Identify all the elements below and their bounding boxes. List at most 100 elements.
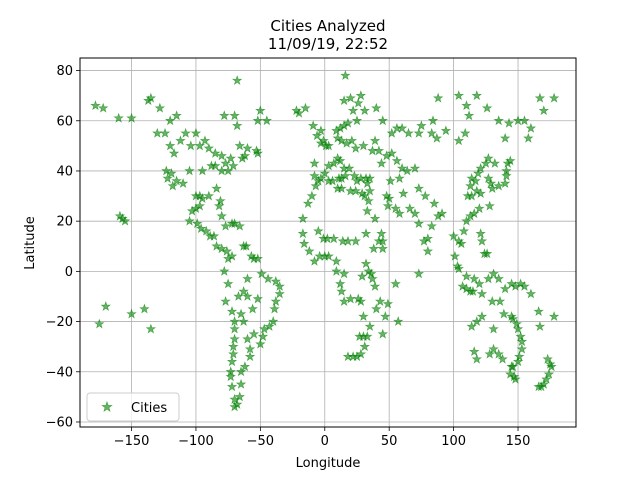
city-point — [228, 341, 239, 352]
city-point — [461, 270, 472, 281]
city-point — [247, 303, 258, 314]
city-point — [422, 233, 434, 244]
city-point — [162, 172, 173, 183]
city-point — [350, 235, 361, 246]
city-point — [381, 190, 392, 201]
city-point — [480, 157, 492, 168]
city-point — [309, 255, 320, 266]
city-point — [511, 318, 522, 329]
city-point — [512, 323, 524, 334]
city-point — [242, 333, 253, 344]
city-point — [488, 343, 499, 354]
city-point — [100, 300, 112, 311]
city-point — [264, 321, 275, 332]
city-point — [360, 258, 372, 269]
city-point — [499, 177, 511, 188]
city-point — [440, 125, 452, 136]
city-point — [461, 215, 472, 226]
x-tick-label: −50 — [247, 434, 274, 449]
city-point — [126, 112, 137, 123]
city-point — [488, 323, 499, 334]
legend-star-marker — [101, 400, 113, 412]
city-point — [503, 117, 515, 128]
city-point — [525, 122, 537, 133]
city-point — [297, 213, 309, 224]
city-point — [497, 353, 508, 364]
city-point — [476, 311, 488, 322]
city-point — [493, 273, 504, 284]
city-point — [201, 225, 212, 236]
city-point — [453, 263, 465, 274]
city-point — [396, 162, 408, 173]
city-point — [234, 140, 245, 151]
city-point — [377, 243, 389, 254]
y-tick-label: 80 — [56, 64, 73, 79]
city-point — [505, 155, 516, 166]
city-point — [510, 373, 521, 384]
city-point — [228, 160, 239, 171]
city-point — [306, 190, 318, 201]
city-point — [371, 303, 382, 314]
city-point — [145, 323, 157, 334]
city-point — [195, 223, 207, 234]
chart-subtitle: 11/09/19, 22:52 — [268, 35, 388, 53]
city-point — [369, 280, 381, 291]
city-point — [235, 378, 247, 389]
city-point — [270, 295, 282, 306]
city-point — [268, 316, 279, 327]
city-point — [362, 205, 373, 216]
city-point — [474, 278, 485, 289]
city-point — [297, 228, 309, 239]
legend-star — [101, 400, 113, 412]
city-point — [426, 127, 437, 138]
x-tick-label: 50 — [381, 434, 398, 449]
city-point — [358, 311, 369, 322]
city-point — [390, 278, 401, 289]
city-point — [242, 142, 253, 153]
city-point — [331, 265, 342, 276]
city-point — [336, 183, 347, 193]
city-point — [465, 180, 476, 191]
city-point — [468, 346, 480, 357]
city-point — [371, 102, 382, 113]
city-point — [229, 333, 240, 344]
city-point — [376, 157, 387, 168]
city-point — [229, 316, 240, 327]
city-point — [377, 115, 389, 126]
city-point — [498, 308, 510, 319]
city-point — [377, 328, 388, 339]
city-point — [274, 280, 285, 291]
y-tick-label: −40 — [46, 365, 73, 380]
city-point — [368, 243, 379, 254]
city-point — [323, 140, 334, 151]
city-point — [261, 115, 273, 126]
city-point — [238, 316, 249, 327]
city-point — [164, 140, 176, 151]
city-point — [334, 155, 346, 166]
legend: Cities — [86, 392, 180, 422]
city-point — [238, 240, 249, 251]
city-point — [186, 205, 198, 216]
city-point — [328, 233, 340, 244]
city-point — [499, 283, 511, 294]
city-point — [523, 132, 534, 143]
city-point — [333, 172, 345, 183]
city-point — [485, 177, 497, 188]
city-point — [514, 351, 525, 362]
city-point — [413, 127, 425, 138]
city-point — [152, 127, 163, 138]
city-point — [487, 295, 498, 306]
city-point — [476, 235, 488, 246]
city-point — [345, 92, 356, 103]
city-point — [499, 132, 511, 143]
city-point — [344, 162, 355, 173]
city-point — [416, 120, 427, 131]
city-point — [403, 127, 414, 138]
city-point — [466, 172, 477, 183]
city-point — [255, 338, 266, 349]
grid — [80, 58, 576, 427]
city-point — [493, 180, 504, 191]
city-point — [420, 190, 431, 201]
city-point — [386, 147, 398, 158]
